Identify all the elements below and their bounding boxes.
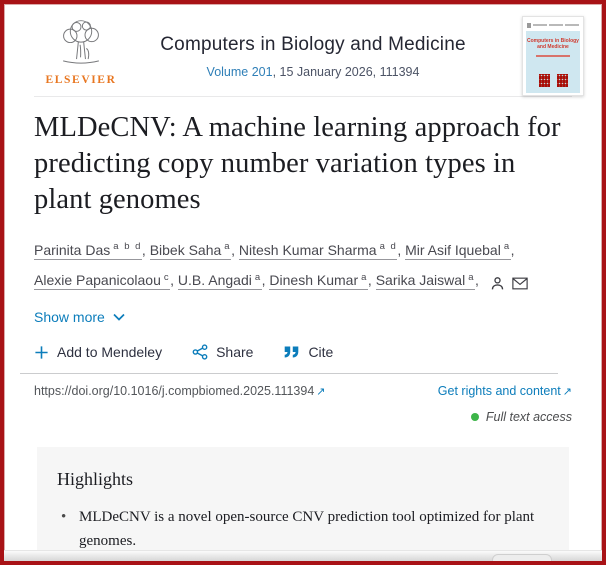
author: Mir Asif Iquebal a — [405, 241, 515, 260]
journal-issue-line: Volume 201, 15 January 2026, 111394 — [124, 65, 502, 79]
author-link[interactable]: Nitesh Kumar Sharma a d — [238, 241, 398, 260]
envelope-icon[interactable] — [511, 277, 528, 290]
author-affiliations: a — [468, 271, 475, 283]
external-link-icon: ↗ — [316, 386, 326, 399]
journal-block: Computers in Biology and Medicine Volume… — [124, 34, 502, 79]
scrollbar-thumb[interactable] — [492, 554, 552, 561]
author-link[interactable]: Bibek Saha a — [149, 241, 232, 260]
open-access-dot-icon — [470, 413, 479, 422]
show-more-button[interactable]: Show more — [34, 309, 125, 325]
quote-icon — [285, 346, 299, 358]
person-icon — [491, 277, 503, 290]
volume-link[interactable]: Volume 201 — [206, 65, 273, 79]
cover-panel: Computers in Biology and Medicine — [526, 31, 580, 93]
author-link[interactable]: Alexie Papanicolaou c — [34, 271, 171, 291]
elsevier-wordmark: ELSEVIER — [45, 74, 117, 86]
author-link[interactable]: Mir Asif Iquebal a — [405, 241, 511, 260]
author: U.B. Angadi a — [177, 271, 269, 291]
header-divider — [34, 96, 572, 97]
author: Nitesh Kumar Sharma a d — [238, 241, 405, 260]
author-affiliations: a — [503, 241, 511, 252]
journal-cover-thumbnail[interactable]: Computers in Biology and Medicine — [522, 16, 584, 96]
author: Dinesh Kumar a — [269, 271, 376, 291]
author-link[interactable]: Parinita Das a b d — [34, 241, 142, 260]
elsevier-tree-icon — [52, 20, 110, 72]
author-affiliations: c — [163, 271, 171, 283]
author-affiliations: a d — [379, 241, 398, 252]
access-label: Full text access — [485, 410, 572, 425]
author-affiliations: a — [361, 271, 368, 283]
highlights-section: Highlights MLDeCNV is a novel open-sourc… — [37, 447, 569, 561]
highlight-item: MLDeCNV is a novel open-source CNV predi… — [57, 505, 541, 553]
article-content: MLDeCNV: A machine learning approach for… — [4, 110, 602, 561]
highlights-heading: Highlights — [57, 469, 134, 490]
journal-header: ELSEVIER Computers in Biology and Medici… — [4, 4, 602, 96]
add-to-mendeley-button[interactable]: Add to Mendeley — [34, 344, 162, 360]
external-link-icon: ↗ — [562, 386, 572, 399]
doi-link[interactable]: https://doi.org/10.1016/j.compbiomed.202… — [34, 384, 326, 399]
cover-masthead — [526, 20, 580, 30]
get-rights-link[interactable]: Get rights and content ↗ — [437, 384, 572, 399]
cite-button[interactable]: Cite — [283, 344, 333, 360]
cover-artwork — [526, 74, 580, 87]
author: Parinita Das a b d — [34, 241, 150, 260]
elsevier-logo[interactable]: ELSEVIER — [44, 18, 118, 86]
chevron-down-icon — [113, 314, 125, 322]
share-icon — [192, 344, 208, 360]
issue-info: , 15 January 2026, 111394 — [272, 65, 420, 79]
horizontal-scrollbar[interactable] — [4, 550, 602, 561]
author-link[interactable]: Sarika Jaiswal a — [375, 271, 475, 291]
cover-journal-title: Computers in Biology and Medicine — [527, 38, 579, 50]
share-button[interactable]: Share — [192, 344, 253, 360]
doi-row: https://doi.org/10.1016/j.compbiomed.202… — [34, 384, 572, 398]
article-title: MLDeCNV: A machine learning approach for… — [34, 112, 561, 215]
author: Sarika Jaiswal a — [375, 271, 483, 291]
corresponding-author-icons — [487, 269, 528, 296]
access-row: Full text access — [34, 410, 572, 424]
cover-subtitle-line — [536, 55, 570, 57]
highlights-list: MLDeCNV is a novel open-source CNV predi… — [57, 505, 549, 553]
author: Bibek Saha a — [149, 241, 239, 260]
author-affiliations: a — [254, 271, 262, 283]
author-affiliations: a — [224, 241, 232, 252]
journal-title-link[interactable]: Computers in Biology and Medicine — [160, 34, 466, 55]
show-more-label: Show more — [34, 309, 105, 326]
author-link[interactable]: U.B. Angadi a — [177, 271, 262, 291]
author: Alexie Papanicolaou c — [34, 271, 178, 291]
author-link[interactable]: Dinesh Kumar a — [269, 271, 368, 291]
action-toolbar: Add to Mendeley Share Cite — [34, 344, 572, 360]
cover-tree-icon — [527, 22, 531, 28]
doi-divider — [20, 373, 558, 375]
plus-icon — [35, 346, 48, 359]
author-affiliations: a b d — [113, 241, 142, 252]
